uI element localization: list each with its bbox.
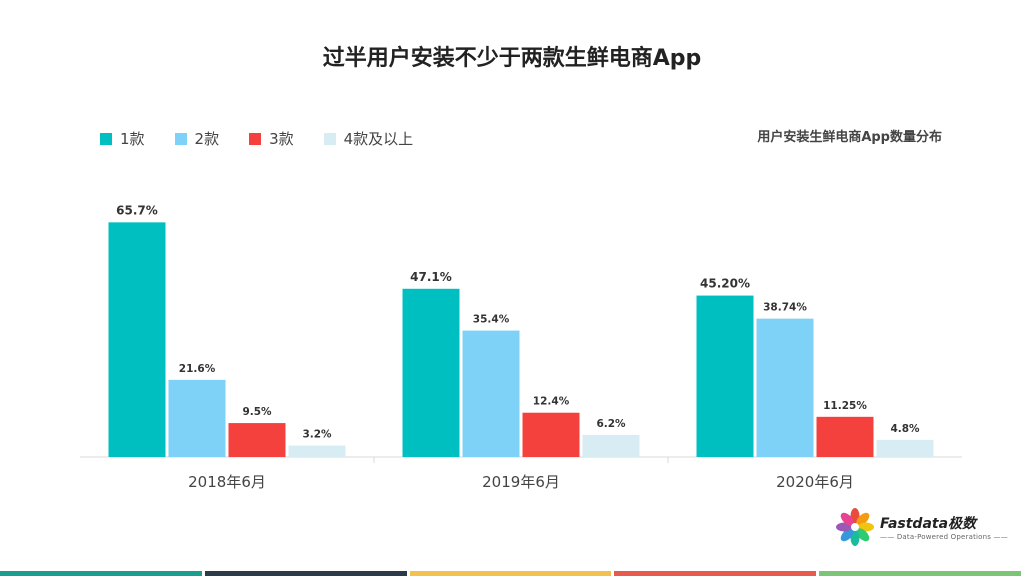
data-label: 38.74% [763, 302, 807, 314]
bar [168, 379, 226, 457]
bar [462, 330, 520, 457]
chart-subtitle: 用户安装生鲜电商App数量分布 [757, 130, 942, 145]
logo: Fastdata极数 —— Data-Powered Operations —— [836, 508, 1008, 546]
bar [876, 439, 934, 457]
flower-logo-icon [836, 508, 874, 546]
bar [288, 445, 346, 457]
data-label: 6.2% [596, 418, 626, 430]
bar [582, 434, 640, 457]
bar [108, 222, 166, 457]
bar [402, 288, 460, 457]
legend-swatch [323, 132, 336, 145]
footer-color-segment [409, 571, 612, 576]
bar [696, 295, 754, 457]
legend: 1款 2款 3款 4款及以上 [100, 128, 413, 149]
x-tick-label: 2019年6月 [482, 473, 560, 491]
data-label: 3.2% [302, 429, 332, 441]
bar [756, 318, 814, 457]
logo-name: Fastdata极数 [880, 516, 977, 532]
footer-color-segment [0, 571, 202, 576]
logo-tagline: —— Data-Powered Operations —— [880, 533, 1008, 541]
legend-label: 1款 [120, 130, 145, 148]
bar [816, 416, 874, 457]
data-label: 35.4% [473, 314, 510, 326]
footer-color-bar [0, 571, 1024, 576]
data-label: 45.20% [700, 277, 750, 291]
data-label: 12.4% [533, 396, 570, 408]
x-tick-label: 2020年6月 [776, 473, 854, 491]
legend-swatch [249, 132, 262, 145]
bar [228, 423, 286, 457]
footer-color-segment [614, 571, 817, 576]
legend-item: 2款 [174, 128, 220, 149]
data-label: 9.5% [242, 406, 272, 418]
legend-item: 4款及以上 [323, 128, 414, 149]
data-label: 65.7% [116, 203, 158, 217]
bar [522, 412, 580, 457]
x-tick-label: 2018年6月 [188, 473, 266, 491]
footer-color-segment [204, 571, 407, 576]
legend-swatch [174, 132, 187, 145]
legend-swatch [100, 132, 112, 145]
legend-label: 4款及以上 [343, 130, 414, 148]
chart-title: 过半用户安装不少于两款生鲜电商App [322, 46, 702, 71]
footer-color-segment [819, 571, 1021, 576]
data-label: 47.1% [410, 270, 452, 284]
data-label: 11.25% [823, 400, 867, 412]
legend-label: 3款 [269, 130, 294, 148]
data-label: 21.6% [179, 363, 216, 375]
legend-label: 2款 [194, 130, 220, 148]
data-label: 4.8% [890, 423, 920, 435]
legend-item: 1款 [100, 128, 145, 149]
legend-item: 3款 [249, 128, 294, 149]
